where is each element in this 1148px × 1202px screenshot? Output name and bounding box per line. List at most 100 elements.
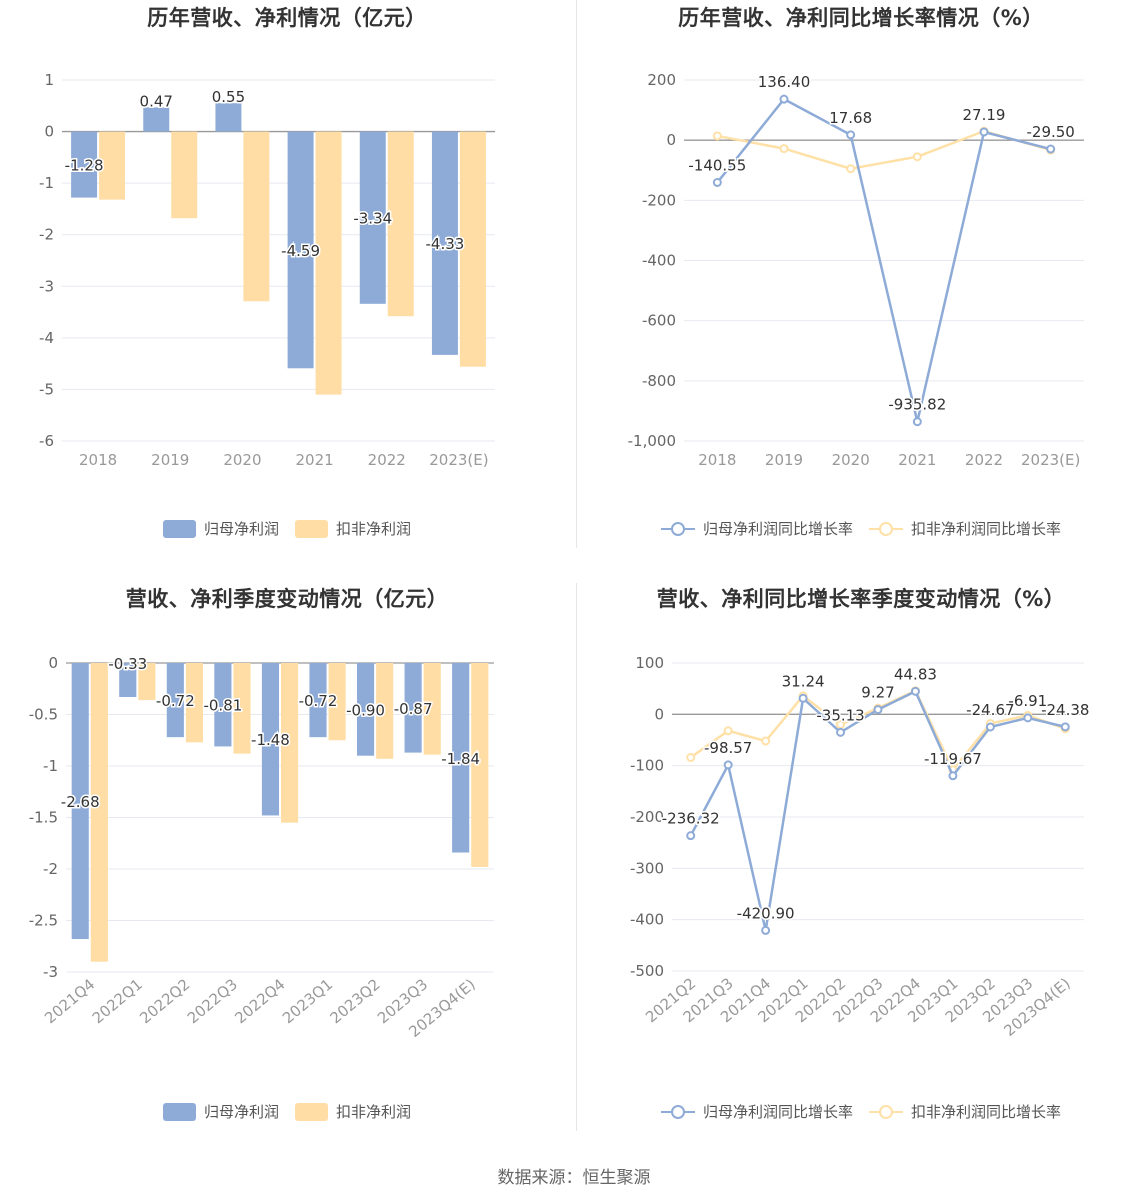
y-tick-label: -500: [630, 962, 664, 980]
bar: [423, 663, 441, 755]
data-point: [1046, 144, 1056, 154]
legend: 归母净利润同比增长率 扣非净利润同比增长率: [574, 518, 1148, 539]
legend-label: 归母净利润: [203, 520, 279, 538]
x-tick-label: 2022Q1: [89, 975, 146, 1027]
annual-profit-bar-chart: 1 0 -1 -2 -3 -4 -5 -6 2018 2019 2020 2021 2022 2023(E…: [39, 71, 495, 469]
data-label: -35.13: [816, 706, 864, 724]
quarterly-growth-line-chart: 1000-100-200-300-400-5002021Q22021Q32021…: [630, 654, 1091, 1040]
legend-item-parent-net-profit[interactable]: 归母净利润: [162, 518, 279, 539]
y-tick-label: -100: [630, 757, 664, 775]
legend-label: 扣非净利润同比增长率: [911, 520, 1062, 538]
data-label: 31.24: [782, 672, 825, 690]
x-tick-label: 2022Q2: [136, 975, 193, 1027]
y-tick-label: -1.5: [29, 809, 58, 827]
data-label: -0.90: [346, 701, 385, 719]
legend-label: 扣非净利润: [336, 1103, 412, 1121]
legend-item-parent-growth[interactable]: 归母净利润同比增长率: [660, 1101, 853, 1122]
x-tick-label: 2020: [832, 451, 870, 469]
x-tick-label: 2021Q4: [41, 975, 98, 1027]
y-tick-label: -600: [642, 312, 676, 330]
y-tick-label: -800: [642, 372, 676, 390]
data-label: -29.50: [1026, 123, 1074, 141]
legend-item-deducted-net-profit[interactable]: 扣非净利润: [295, 1101, 411, 1122]
legend-item-deducted-net-profit[interactable]: 扣非净利润: [295, 518, 411, 539]
quarterly-profit-bar-chart: 0-0.5-1-1.5-2-2.5-32021Q42022Q12022Q2202…: [29, 653, 494, 1041]
data-point: [1060, 722, 1070, 732]
bar: [356, 663, 375, 756]
y-tick-label: -2.5: [29, 912, 58, 930]
x-tick-label: 2022: [368, 451, 406, 469]
data-label: -1.28: [65, 157, 104, 175]
data-label: 0.47: [140, 92, 173, 110]
data-label: 17.68: [829, 109, 872, 127]
data-point: [761, 925, 771, 935]
data-label: -3.34: [353, 210, 392, 228]
legend: 归母净利润 扣非净利润: [0, 518, 574, 539]
legend-item-parent-net-profit[interactable]: 归母净利润: [162, 1101, 279, 1122]
panel-divider: [576, 0, 577, 548]
data-point: [686, 752, 696, 762]
bar: [359, 131, 386, 304]
legend-swatch: [162, 1102, 196, 1121]
y-tick-label: -300: [630, 859, 664, 877]
data-point: [723, 726, 733, 736]
x-tick-label: 2023(E): [1021, 451, 1080, 469]
data-point: [1023, 713, 1033, 723]
data-label: -0.72: [156, 692, 195, 710]
legend-label: 归母净利润同比增长率: [702, 1103, 853, 1121]
data-label: -236.32: [662, 810, 720, 828]
data-point: [779, 94, 789, 104]
data-label: 27.19: [963, 106, 1006, 124]
bar: [309, 663, 327, 738]
legend-line-marker-icon: [869, 1104, 903, 1119]
data-point: [910, 686, 920, 696]
bar: [281, 663, 299, 823]
data-label: -935.82: [888, 396, 946, 414]
bar: [431, 131, 458, 355]
data-label: -0.87: [394, 700, 433, 718]
chart-title: 历年营收、净利同比增长率情况（%）: [678, 6, 1044, 30]
y-tick-label: -4: [39, 329, 54, 347]
data-label: -4.33: [426, 235, 465, 253]
y-tick-label: -400: [642, 252, 676, 270]
legend-line-marker-icon: [869, 521, 903, 536]
series-line: [689, 689, 1066, 931]
bar: [315, 131, 342, 395]
y-tick-label: -6: [39, 432, 54, 450]
data-point: [761, 736, 771, 746]
data-source-note: 数据来源：恒生聚源: [497, 1168, 651, 1188]
data-label: -1.48: [251, 731, 290, 749]
x-tick-label: 2018: [79, 451, 117, 469]
legend: 归母净利润同比增长率 扣非净利润同比增长率: [574, 1101, 1148, 1122]
chart-title: 营收、净利季度变动情况（亿元）: [125, 587, 449, 611]
panel-annual-profit: 历年营收、净利情况（亿元） 1 0 -1 -2 -3 -4 -5 -6 2018 2019 2020…: [0, 0, 574, 580]
y-tick-label: -200: [630, 808, 664, 826]
bar: [215, 103, 242, 132]
legend-label: 扣非净利润同比增长率: [911, 1103, 1062, 1121]
data-label: -98.57: [704, 739, 752, 757]
legend-item-deducted-growth[interactable]: 扣非净利润同比增长率: [869, 1101, 1061, 1122]
panel-divider: [576, 583, 577, 1131]
data-point: [948, 771, 958, 781]
data-point: [779, 144, 789, 154]
data-label: -420.90: [737, 904, 795, 922]
data-point: [686, 831, 696, 841]
data-point: [979, 127, 989, 137]
data-label: 9.27: [861, 684, 894, 702]
bar: [214, 663, 232, 747]
data-label: -4.59: [281, 242, 320, 260]
y-tick-label: -5: [39, 380, 54, 398]
y-tick-label: 1: [44, 71, 54, 89]
panel-annual-growth: 历年营收、净利同比增长率情况（%） 200 0 -200 -400 -600 -800 -1…: [574, 0, 1148, 580]
series-line: [716, 97, 1051, 422]
legend-item-deducted-growth[interactable]: 扣非净利润同比增长率: [869, 518, 1061, 539]
y-tick-label: 0: [44, 123, 54, 141]
y-tick-label: -0.5: [29, 706, 58, 724]
data-label: -140.55: [688, 156, 746, 174]
bar: [71, 131, 98, 198]
legend: 归母净利润 扣非净利润: [0, 1101, 574, 1122]
legend-item-parent-growth[interactable]: 归母净利润同比增长率: [660, 518, 853, 539]
x-tick-label: 2019: [765, 451, 803, 469]
y-tick-label: -200: [642, 191, 676, 209]
bar: [376, 663, 394, 759]
